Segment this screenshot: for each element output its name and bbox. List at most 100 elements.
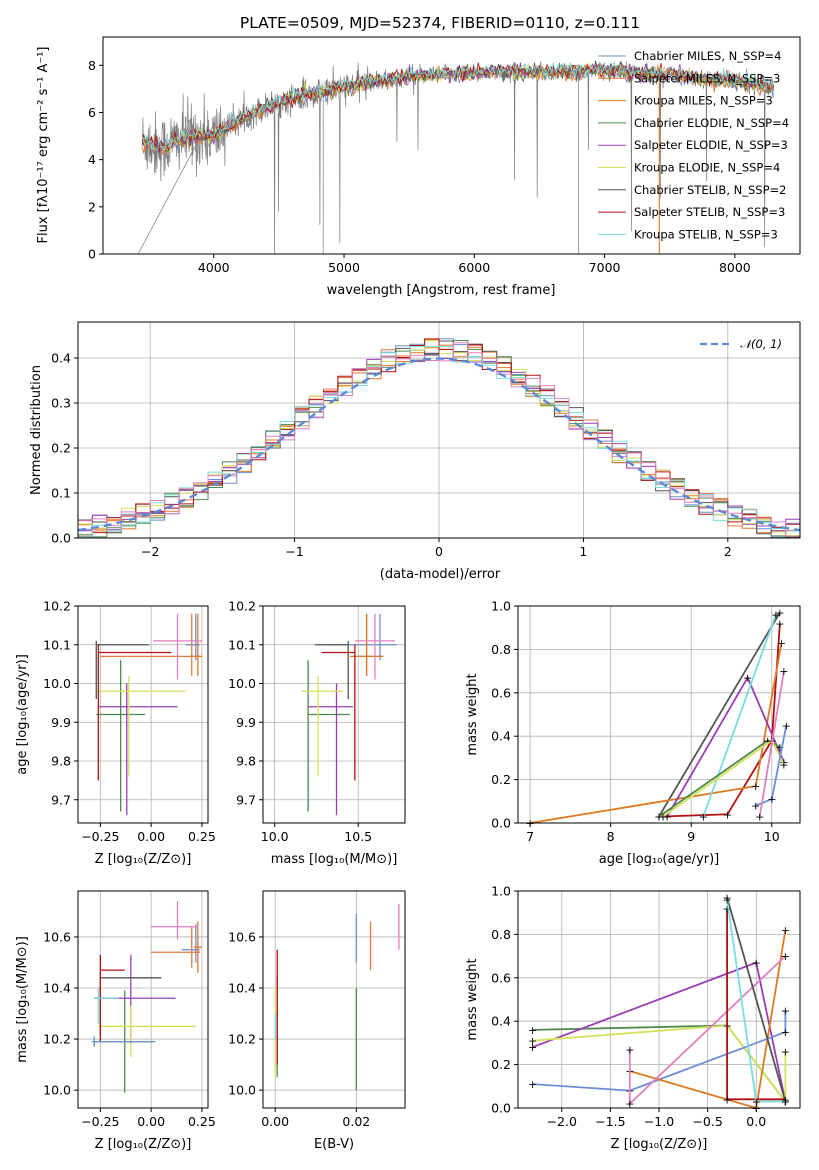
- weight-marker: +: [752, 957, 761, 970]
- weight-marker: +: [767, 793, 776, 806]
- mass-vs-ebv-panel: 0.00 0.02 10.0 10.2 10.4 10.6 E(B-V): [228, 890, 406, 1152]
- x-tick-label: 0.25: [188, 829, 216, 844]
- spectrum-spike: [137, 135, 202, 254]
- y-tick-label: 10.4: [228, 981, 256, 996]
- x-axis-label: Z [log₁₀(Z/Z⊙)]: [95, 1137, 192, 1152]
- residual-histogram-panel: −2 −1 0 1 2 0.0 0.1 0.2 0.3 0.4 (data-model)/erro…: [29, 321, 801, 582]
- y-tick-label: 10.0: [43, 1083, 71, 1098]
- x-tick-label: 0.0: [746, 1114, 766, 1129]
- y-tick-label: 0.0: [51, 531, 71, 546]
- x-tick-label: 10.0: [261, 829, 289, 844]
- weight-vs-metallicity-panel: + +++++++++++++++++++++++ +++ +−2.0 −1.5 −1.0…: [465, 884, 801, 1152]
- x-tick-label: 7000: [589, 260, 621, 275]
- weight-marker: +: [779, 665, 788, 678]
- y-tick-label: 0.2: [491, 1057, 511, 1072]
- y-tick-label: 10.2: [43, 599, 71, 614]
- grid: [518, 605, 800, 824]
- spectrum-panel: 4000 5000 6000 7000 8000 0 2 4 6 8 wavelength [An…: [36, 36, 801, 298]
- y-axis-label: mass [log₁₀(M/M⊙)]: [15, 936, 30, 1063]
- y-axis-label: age [log₁₀(age/yr)]: [15, 654, 30, 775]
- x-tick-label: 0.25: [188, 1114, 216, 1129]
- plot-data: [95, 613, 202, 816]
- y-tick-label: 9.7: [236, 792, 256, 807]
- histogram-pink: [78, 342, 800, 538]
- x-tick-label: 0.02: [342, 1114, 370, 1129]
- y-tick-label: 0.4: [491, 1014, 511, 1029]
- weight-marker: +: [751, 780, 760, 793]
- x-tick-label: −1: [285, 544, 303, 559]
- x-tick-label: 6000: [458, 260, 490, 275]
- legend-label: Kroupa STELIB, N_SSP=3: [634, 227, 778, 241]
- histogram-legend: 𝒩(0, 1): [700, 337, 782, 351]
- weight-marker: +: [781, 1093, 790, 1106]
- x-axis-label: Z [log₁₀(Z/Z⊙)]: [95, 852, 192, 867]
- weight-marker: +: [771, 609, 780, 622]
- ticks: −2.0 −1.5 −1.0 −0.5 0.0 0.0 0.2 0.4 0.6 0.8 1.0: [491, 884, 766, 1130]
- y-tick-label: 0.0: [491, 816, 511, 831]
- y-tick-label: 9.9: [236, 715, 256, 730]
- weight-marker: +: [662, 810, 671, 823]
- x-tick-label: 8000: [719, 260, 751, 275]
- x-tick-label: 1: [579, 544, 587, 559]
- y-tick-label: 0.1: [51, 486, 71, 501]
- weight-marker: +: [722, 894, 731, 907]
- y-tick-label: 10.0: [228, 676, 256, 691]
- weight-marker: +: [528, 1024, 537, 1037]
- x-tick-label: 7: [526, 829, 534, 844]
- weight-marker: +: [658, 810, 667, 823]
- y-tick-label: 0.4: [51, 351, 71, 366]
- x-tick-label: 8: [607, 829, 615, 844]
- figure-title: PLATE=0509, MJD=52374, FIBERID=0110, z=0…: [240, 14, 640, 32]
- y-tick-label: 10.0: [43, 676, 71, 691]
- y-tick-label: 0.2: [51, 441, 71, 456]
- weight-line-chabrier_stelib: [726, 897, 787, 1102]
- weight-marker: +: [781, 1046, 790, 1059]
- x-tick-label: 0.00: [137, 1114, 165, 1129]
- y-tick-label: 10.6: [228, 929, 256, 944]
- weight-line-kroupa_stelib: [726, 899, 786, 1103]
- y-tick-label: 10.2: [228, 1032, 256, 1047]
- y-tick-label: 0.4: [491, 729, 511, 744]
- y-tick-label: 4: [88, 152, 96, 167]
- legend-label: Kroupa MILES, N_SSP=3: [634, 94, 773, 108]
- ticks: −0.25 0.00 0.25 9.7 9.8 9.9 10.0 10.1 10.2: [43, 599, 216, 845]
- model-spectrum-kroupa_stelib: [141, 60, 775, 151]
- weight-marker: +: [625, 1043, 634, 1056]
- axes-frame: [517, 605, 801, 824]
- x-tick-label: 10.5: [344, 829, 372, 844]
- y-tick-label: 0.3: [51, 396, 71, 411]
- y-tick-label: 10.0: [228, 1083, 256, 1098]
- weight-marker: +: [722, 892, 731, 905]
- weight-marker: +: [625, 1098, 634, 1111]
- age-vs-mass-panel: 10.0 10.5 9.7 9.8 9.9 10.0 10.1 10.2 mass [log₁₀…: [228, 599, 406, 867]
- weight-marker: +: [781, 1095, 790, 1108]
- x-tick-label: −0.5: [692, 1114, 722, 1129]
- plot-data: [274, 903, 400, 1091]
- x-tick-label: 5000: [328, 260, 360, 275]
- age-vs-metallicity-panel: −0.25 0.00 0.25 9.7 9.8 9.9 10.0 10.1 10.2 Z [log…: [15, 599, 216, 868]
- axes-frame: [77, 890, 209, 1109]
- legend-label: Salpeter STELIB, N_SSP=3: [634, 205, 785, 219]
- legend-label: Chabrier STELIB, N_SSP=2: [634, 183, 786, 197]
- axes-frame: [262, 605, 406, 824]
- weight-marker: +: [528, 1078, 537, 1091]
- mass-vs-metallicity-panel: −0.25 0.00 0.25 10.0 10.2 10.4 10.6 Z [log₁₀(Z/…: [15, 890, 216, 1152]
- y-tick-label: 0.2: [491, 772, 511, 787]
- histogram-xlabel: (data-model)/error: [380, 567, 501, 582]
- weight-line-chabrier_stelib: [658, 612, 781, 817]
- ticks: 7 8 9 10 0.0 0.2 0.4 0.6 0.8 1.0: [491, 599, 780, 845]
- x-tick-label: −2: [141, 544, 159, 559]
- grid: [263, 891, 405, 1108]
- grid: [78, 891, 208, 1108]
- y-tick-label: 10.1: [228, 637, 256, 652]
- legend-label: Chabrier MILES, N_SSP=4: [634, 49, 781, 63]
- x-tick-label: 2: [724, 544, 732, 559]
- plot-data: [301, 613, 397, 816]
- weight-marker: +: [775, 617, 784, 630]
- weight-line-pink: [628, 955, 787, 1106]
- weight-line-pink: [758, 670, 785, 817]
- x-tick-label: −0.25: [81, 1114, 119, 1129]
- weight-marker: +: [654, 810, 663, 823]
- weight-marker: +: [775, 741, 784, 754]
- x-tick-label: −2.0: [547, 1114, 577, 1129]
